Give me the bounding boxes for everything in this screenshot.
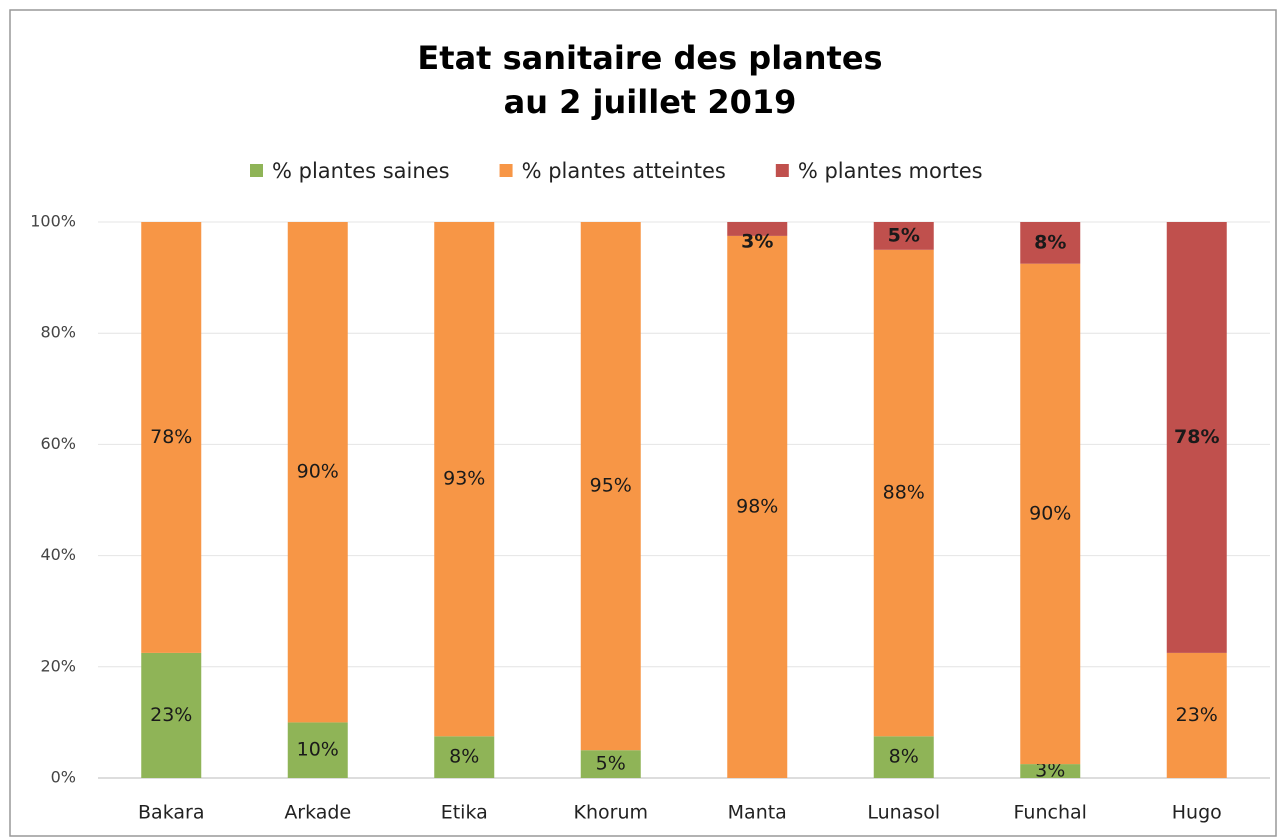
x-tick-label: Arkade [284, 802, 351, 824]
x-tick-label: Funchal [1014, 802, 1087, 824]
data-label: 98% [736, 495, 778, 517]
bar-segment [141, 652, 202, 778]
data-label: 3% [741, 231, 773, 253]
x-tick-label: Manta [728, 802, 787, 824]
bar-segment [141, 222, 202, 653]
bar-segment [434, 222, 495, 737]
data-label: 23% [1176, 704, 1218, 726]
data-label: 5% [596, 753, 626, 775]
legend-label: % plantes saines [272, 159, 450, 183]
bar-segment [1020, 764, 1081, 778]
bar-segment [1020, 222, 1081, 264]
data-label: 95% [590, 475, 632, 497]
y-tick-label: 80% [40, 323, 76, 342]
legend-swatch [499, 164, 513, 177]
bar-segment [1166, 652, 1227, 778]
y-tick-label: 0% [51, 768, 76, 787]
y-tick-label: 60% [40, 434, 76, 453]
x-tick-label: Hugo [1172, 802, 1222, 824]
data-label: 3% [1035, 760, 1065, 782]
chart-title: au 2 juillet 2019 [504, 83, 797, 121]
legend-swatch [775, 164, 789, 177]
bar-segment [873, 222, 934, 250]
x-tick-label: Etika [441, 802, 488, 824]
data-label: 23% [150, 704, 192, 726]
x-tick-label: Lunasol [867, 802, 940, 824]
bar-segment [287, 222, 348, 723]
legend-label: % plantes mortes [798, 159, 983, 183]
y-tick-label: 100% [30, 212, 76, 231]
bar-segment [287, 722, 348, 778]
bar-segment [1020, 263, 1081, 765]
y-tick-label: 40% [40, 545, 76, 564]
bar-segment [727, 222, 788, 236]
bar-segment [434, 736, 495, 778]
x-tick-label: Bakara [138, 802, 204, 824]
data-label: 8% [449, 746, 479, 768]
bar-segment [727, 235, 788, 778]
x-tick-label: Khorum [574, 802, 649, 824]
data-label: 90% [1029, 502, 1071, 524]
bar-segment [873, 736, 934, 778]
data-label: 78% [150, 426, 192, 448]
data-label: 90% [297, 461, 339, 483]
legend-label: % plantes atteintes [522, 159, 726, 183]
y-tick-label: 20% [40, 656, 76, 675]
bar-segment [1166, 222, 1227, 653]
data-label: 5% [888, 224, 920, 246]
data-label: 88% [883, 482, 925, 504]
legend-swatch [250, 164, 263, 177]
bar-segment [580, 750, 641, 778]
data-label: 93% [443, 468, 485, 490]
data-label: 10% [297, 739, 339, 761]
bar-segment [580, 222, 641, 751]
data-label: 8% [1034, 231, 1066, 253]
bar-segment [873, 249, 934, 737]
chart-title: Etat sanitaire des plantes [417, 39, 882, 77]
data-label: 78% [1174, 426, 1219, 448]
data-label: 8% [889, 746, 919, 768]
